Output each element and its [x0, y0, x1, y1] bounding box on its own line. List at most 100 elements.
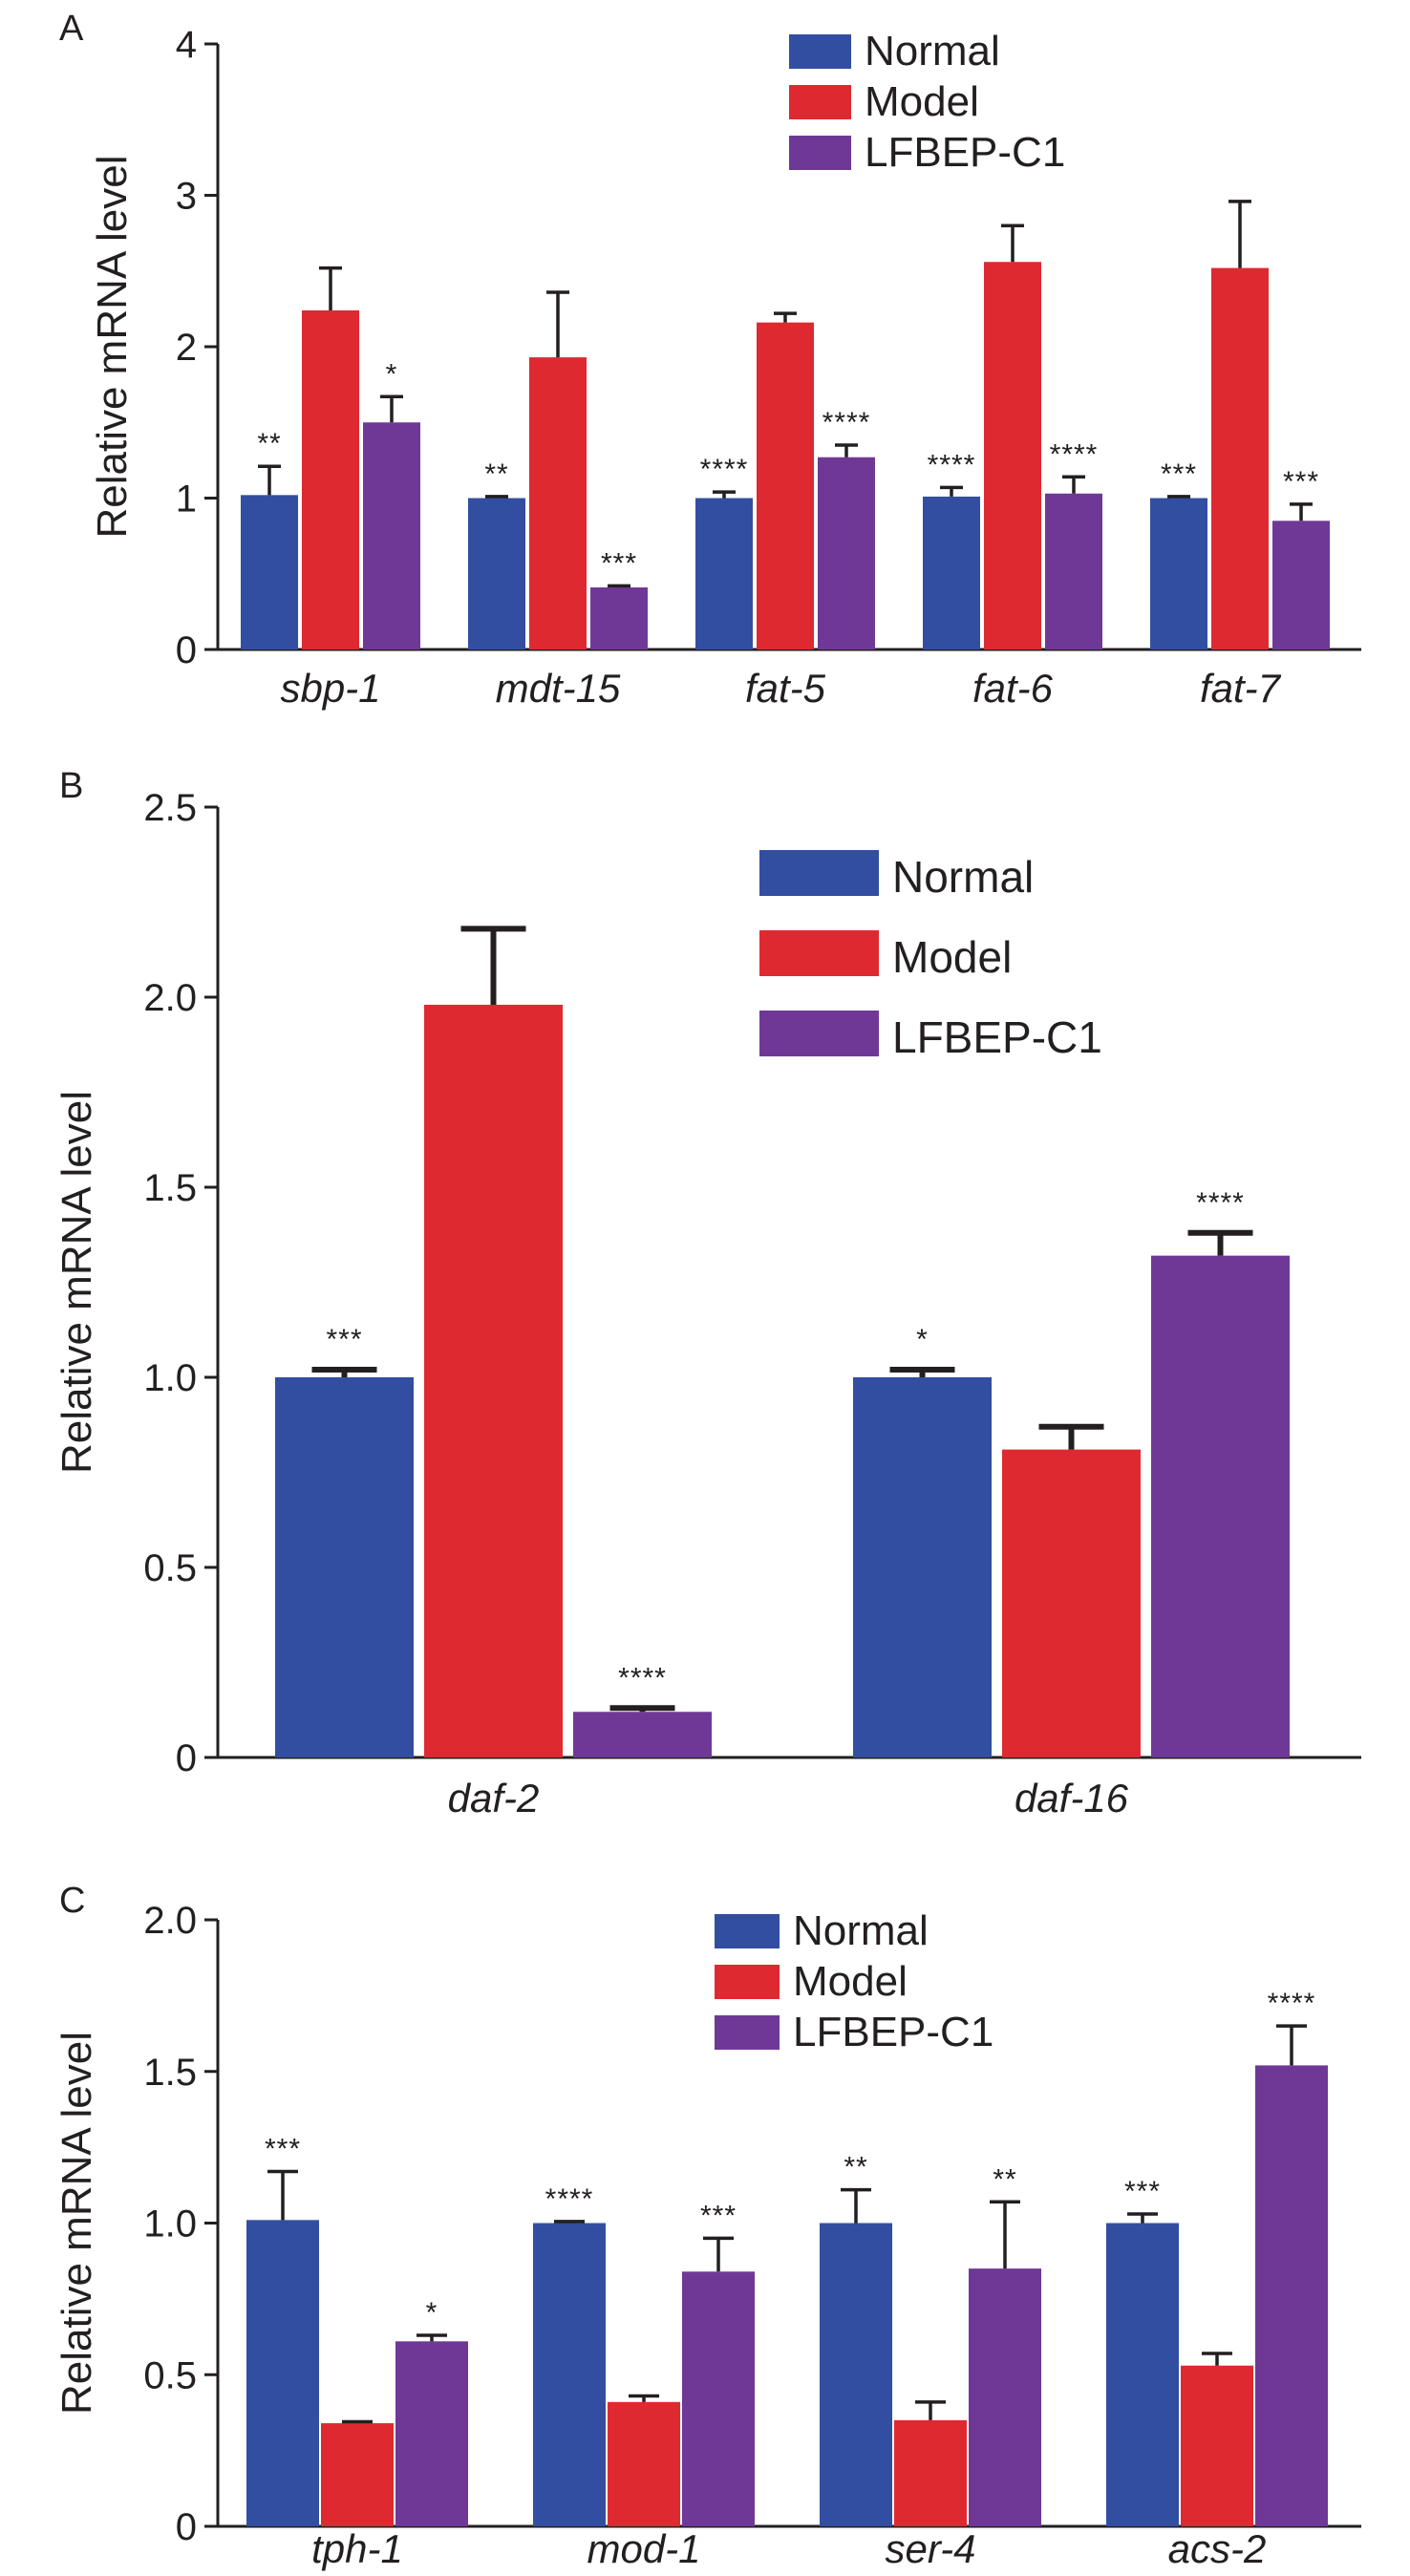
- y-tick-label: 2.0: [143, 1900, 197, 1942]
- error-bar: [1127, 2212, 1158, 2224]
- x-category-label: daf-2: [448, 1776, 540, 1820]
- y-tick-label: 3: [176, 176, 197, 218]
- x-category-label: acs-2: [1168, 2526, 1267, 2571]
- error-bar: [703, 2236, 734, 2272]
- bar-normal-sbp-1: [241, 495, 298, 649]
- x-category-label: fat-7: [1200, 666, 1282, 711]
- bar-model-sbp-1: [302, 309, 359, 649]
- significance-label: *: [916, 1324, 929, 1355]
- bar-model-tph-1: [321, 2423, 394, 2526]
- y-tick-label: 0.5: [143, 2354, 197, 2396]
- bar-model-fat-6: [984, 262, 1041, 649]
- legend-label: LFBEP-C1: [793, 2009, 993, 2055]
- significance-label: ***: [326, 1324, 362, 1355]
- significance-label: ***: [601, 547, 637, 579]
- bar-lfbep-c1-fat-7: [1272, 521, 1330, 649]
- error-bar: [1228, 200, 1251, 268]
- legend-swatch-model: [759, 930, 879, 976]
- legend-label: LFBEP-C1: [865, 129, 1065, 176]
- significance-label: ****: [545, 2183, 594, 2215]
- significance-label: ***: [1161, 458, 1197, 490]
- error-bar: [342, 2419, 373, 2424]
- y-tick-label: 0.5: [143, 1547, 197, 1589]
- legend-label: Normal: [793, 1907, 929, 1954]
- bar-model-fat-7: [1211, 267, 1269, 649]
- bar-model-daf-16: [1002, 1449, 1141, 1757]
- error-bar: [609, 1705, 675, 1713]
- significance-label: ****: [1196, 1187, 1245, 1219]
- bar-normal-fat-7: [1150, 498, 1207, 649]
- y-tick-label: 4: [176, 24, 197, 66]
- error-bar: [940, 485, 963, 497]
- error-bar: [1187, 1229, 1253, 1256]
- significance-label: ****: [700, 454, 749, 485]
- error-bar: [1001, 224, 1024, 263]
- error-bar: [417, 2333, 447, 2342]
- error-bar: [485, 495, 508, 499]
- bar-model-acs-2: [1181, 2365, 1253, 2526]
- significance-label: **: [484, 458, 508, 490]
- y-tick-label: 1.0: [143, 2203, 197, 2246]
- legend-label: LFBEP-C1: [892, 1012, 1102, 1062]
- significance-label: ****: [618, 1662, 667, 1693]
- x-category-label: daf-16: [1015, 1776, 1129, 1820]
- y-tick-label: 0: [176, 1737, 197, 1779]
- legend-swatch-normal: [759, 850, 879, 896]
- significance-label: *: [386, 358, 398, 390]
- y-tick-label: 2.5: [143, 787, 197, 829]
- error-bar: [311, 1367, 377, 1377]
- x-category-label: tph-1: [311, 2526, 403, 2571]
- legend-swatch-lfbep-c1: [759, 1011, 879, 1056]
- y-tick-label: 1.5: [143, 1167, 197, 1209]
- bar-lfbep-c1-ser-4: [969, 2268, 1041, 2526]
- error-bar: [713, 490, 736, 499]
- significance-label: ***: [700, 2200, 737, 2231]
- significance-label: **: [993, 2163, 1016, 2195]
- bar-normal-daf-16: [853, 1377, 992, 1757]
- significance-label: *: [426, 2297, 438, 2329]
- error-bar: [1290, 502, 1313, 522]
- legend-label: Normal: [865, 28, 1000, 75]
- error-bar: [1062, 475, 1085, 494]
- significance-label: ****: [1050, 438, 1099, 470]
- y-tick-label: 0: [176, 629, 197, 671]
- x-category-label: fat-5: [745, 666, 826, 711]
- legend-swatch-lfbep-c1: [789, 136, 851, 170]
- error-bar: [267, 2169, 298, 2221]
- legend-label: Normal: [892, 852, 1034, 902]
- significance-label: ***: [1283, 466, 1319, 498]
- error-bar: [319, 266, 342, 310]
- bar-normal-fat-5: [695, 498, 753, 649]
- error-bar: [990, 2200, 1020, 2269]
- bar-model-fat-5: [757, 322, 814, 649]
- error-bar: [841, 2187, 871, 2224]
- error-bar: [380, 394, 403, 423]
- bar-model-daf-2: [424, 1004, 563, 1757]
- y-axis-label: Relative mRNA level: [53, 1091, 100, 1474]
- error-bar: [774, 311, 797, 323]
- significance-label: ***: [1124, 2176, 1161, 2207]
- error-bar: [608, 584, 630, 588]
- bar-lfbep-c1-acs-2: [1255, 2065, 1328, 2526]
- bar-lfbep-c1-daf-2: [573, 1712, 712, 1757]
- bar-normal-acs-2: [1106, 2223, 1179, 2526]
- panel-letter: B: [59, 766, 83, 806]
- significance-label: ****: [822, 407, 871, 438]
- legend-swatch-model: [789, 85, 851, 119]
- bar-model-mdt-15: [529, 357, 587, 649]
- x-category-label: ser-4: [886, 2526, 976, 2571]
- bar-normal-tph-1: [246, 2220, 319, 2526]
- bar-lfbep-c1-fat-6: [1045, 493, 1102, 649]
- y-tick-label: 1: [176, 479, 197, 521]
- error-bar: [1167, 495, 1190, 499]
- significance-label: ****: [1268, 1988, 1316, 2019]
- error-bar: [1276, 2024, 1307, 2066]
- error-bar: [889, 1367, 955, 1377]
- error-bar: [1202, 2352, 1232, 2366]
- y-tick-label: 1.5: [143, 2052, 197, 2094]
- bar-lfbep-c1-tph-1: [395, 2341, 468, 2526]
